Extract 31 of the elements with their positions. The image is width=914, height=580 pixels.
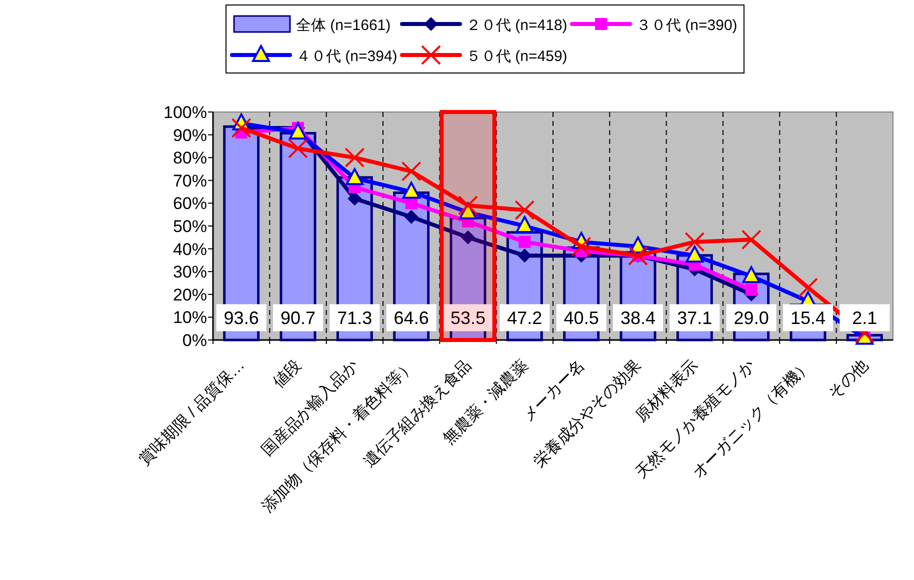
data-label: 40.5 [564, 308, 599, 328]
legend-label: ３０代 (n=390) [636, 17, 738, 34]
y-tick-label: 30% [172, 262, 207, 282]
y-tick-label: 90% [172, 126, 207, 145]
y-tick-label: 20% [172, 285, 207, 304]
y-tick-label: 70% [172, 171, 207, 190]
legend-label: ４０代 (n=394) [296, 48, 398, 65]
y-tick-label: 10% [172, 308, 207, 328]
data-label: 90.7 [280, 308, 316, 328]
y-tick-label: 60% [172, 194, 207, 214]
x-tick-label: その他 [826, 356, 872, 403]
y-tick-label: 40% [172, 240, 207, 259]
data-label: 93.6 [224, 308, 259, 328]
y-tick-label: 50% [172, 217, 207, 236]
data-label: 2.1 [852, 308, 878, 328]
data-label: 53.5 [450, 308, 486, 328]
data-label: 15.4 [790, 308, 826, 328]
y-tick-label: 80% [172, 148, 207, 168]
legend-label: 全体 (n=1661) [296, 17, 391, 34]
data-label: 38.4 [620, 308, 656, 328]
y-tick-label: 100% [164, 103, 207, 122]
data-label: 29.0 [734, 308, 769, 328]
y-tick-label: 0% [182, 331, 207, 350]
data-label: 37.1 [677, 308, 712, 328]
data-label: 71.3 [337, 308, 372, 328]
x-tick-label: 賞味期限 / 品質保… [135, 356, 248, 469]
legend-label: ２０代 (n=418) [466, 17, 568, 34]
data-label: 64.6 [394, 308, 429, 328]
x-tick-label: 値段 [269, 356, 305, 392]
data-label: 47.2 [507, 308, 542, 328]
legend-label: ５０代 (n=459) [466, 48, 568, 65]
